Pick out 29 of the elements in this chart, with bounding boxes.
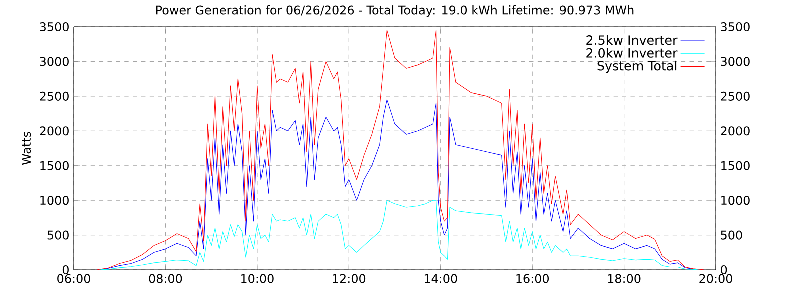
y-tick-label: 2000 xyxy=(40,126,69,136)
x-tick-label: 10:00 xyxy=(242,274,274,284)
y2-tick-label: 2500 xyxy=(721,92,750,101)
legend-label: 2.5kw Inverter xyxy=(586,35,678,46)
y-tick-label: 0 xyxy=(62,265,69,275)
y2-tick-label: 3500 xyxy=(721,22,750,32)
y2-tick-label: 1500 xyxy=(722,161,750,170)
y-tick-label: 3000 xyxy=(40,57,69,66)
x-tick-label: 08:00 xyxy=(149,274,182,284)
y-tick-label: 500 xyxy=(48,230,69,240)
x-tick-label: 20:00 xyxy=(700,274,732,284)
y2-tick-label: 0 xyxy=(721,265,728,275)
legend-label: 2.0kw Inverter xyxy=(586,48,678,58)
x-tick-label: 06:00 xyxy=(58,274,90,284)
y-tick-label: 3500 xyxy=(40,22,69,32)
y-tick-label: 1500 xyxy=(40,161,69,170)
legend-label: System Total xyxy=(598,60,677,74)
chart-title: Power Generation for 06/26/2026 - Total Today: 19.0 kWh Lifetime: 90.973 MWh xyxy=(156,6,634,18)
y-tick-label: 2500 xyxy=(40,92,69,101)
y-axis-title: Watts xyxy=(22,132,32,166)
x-tick-label: 16:00 xyxy=(516,274,549,284)
x-tick-label: 18:00 xyxy=(608,274,641,284)
x-tick-label: 14:00 xyxy=(424,274,458,284)
y2-tick-label: 500 xyxy=(721,230,742,240)
x-tick-label: 12:00 xyxy=(333,274,366,284)
y2-tick-label: 2000 xyxy=(721,126,750,136)
y-tick-label: 1000 xyxy=(40,196,69,206)
y2-tick-label: 1000 xyxy=(722,196,750,206)
y2-tick-label: 3000 xyxy=(721,57,750,66)
